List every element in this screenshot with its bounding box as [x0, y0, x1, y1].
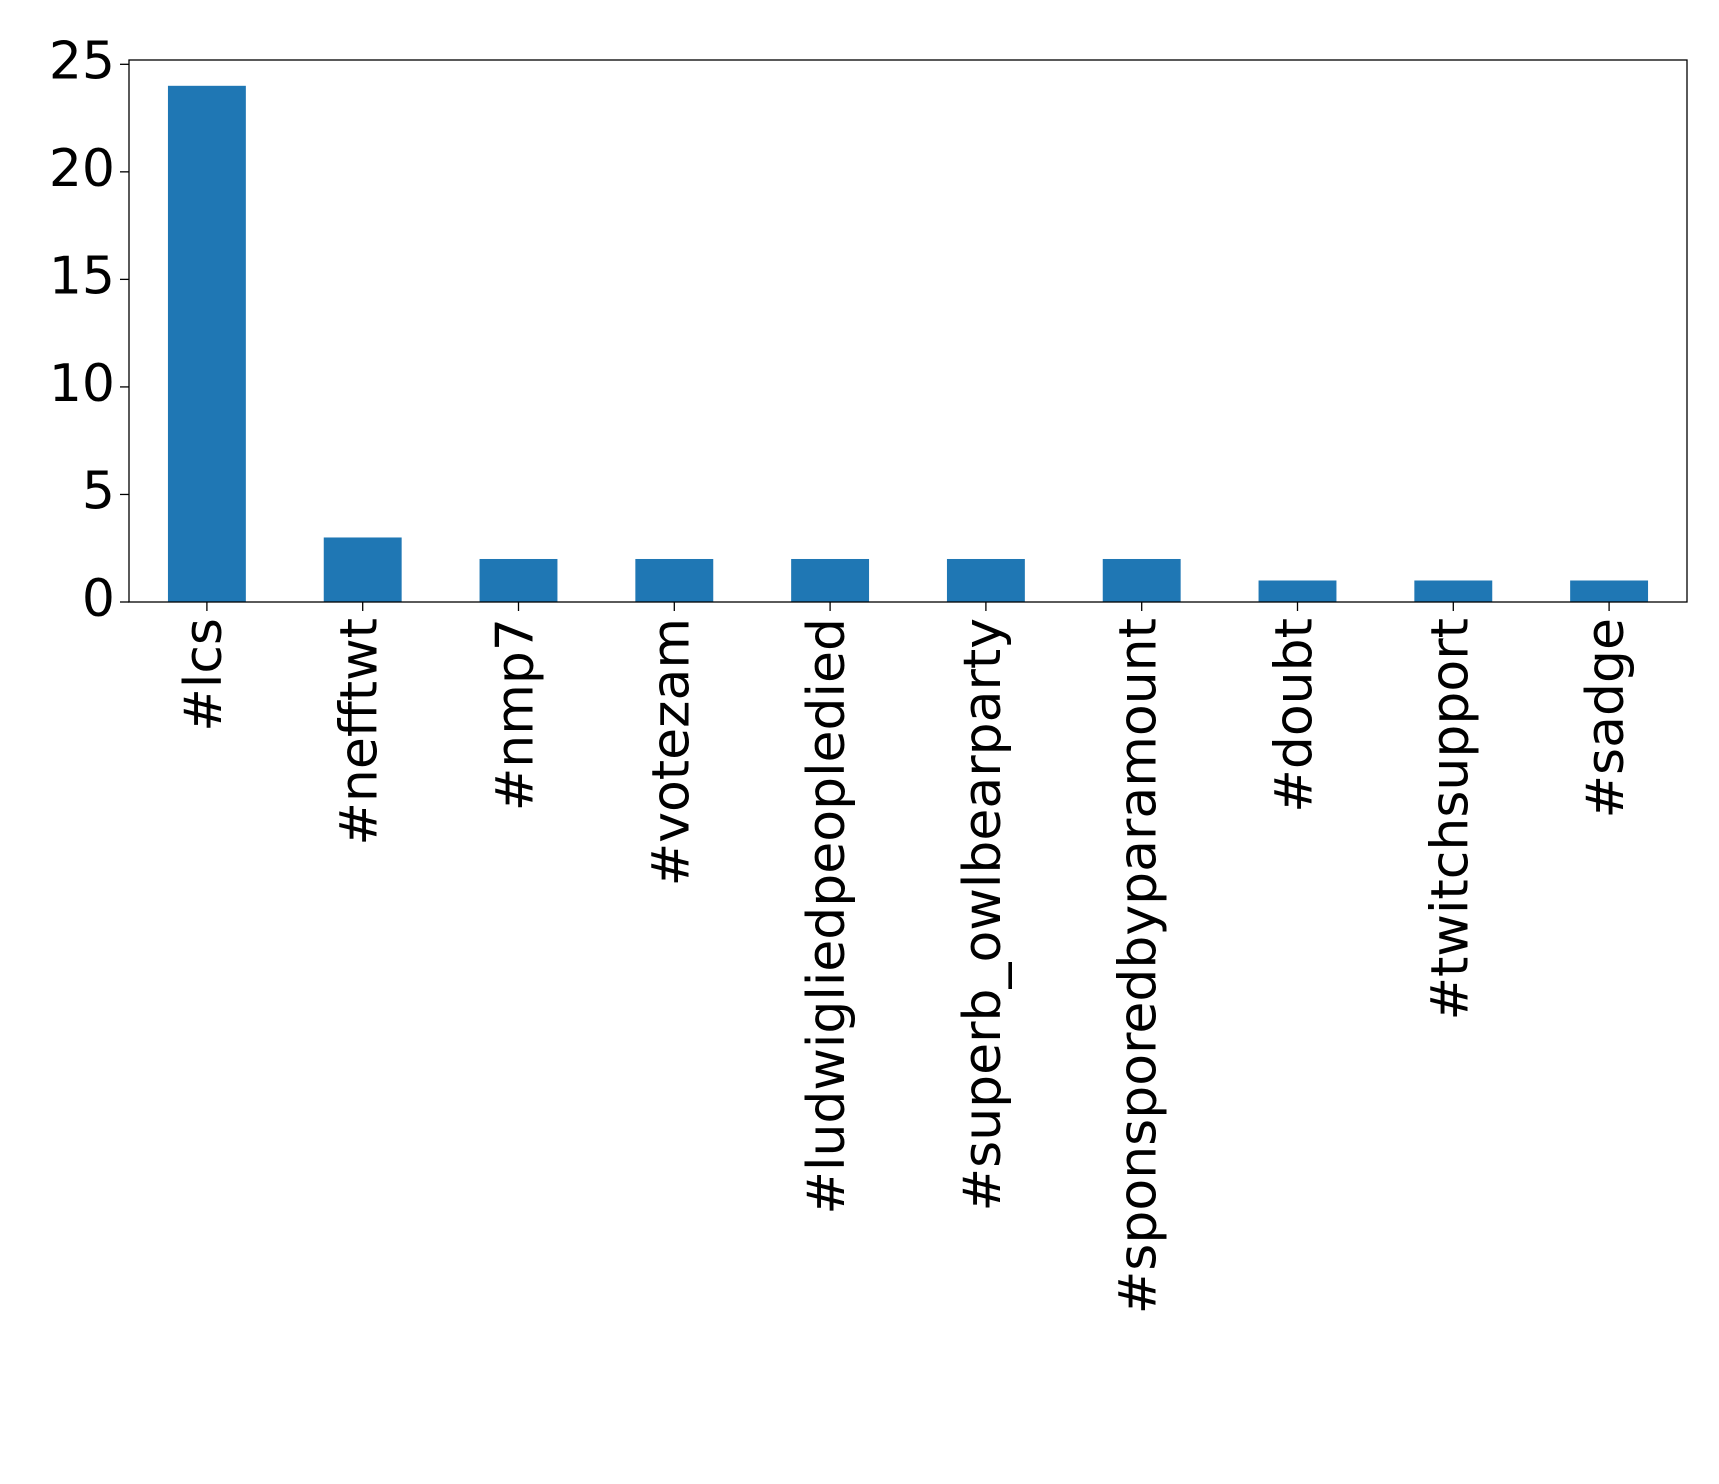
- bar: [167, 85, 246, 603]
- x-tick-label: #sadge: [1576, 618, 1636, 819]
- x-tick-label: #sponsporedbyparamount: [1109, 618, 1169, 1314]
- bar: [1102, 558, 1181, 602]
- bar: [791, 558, 870, 602]
- x-tick-label: #twitchsupport: [1420, 618, 1480, 1021]
- x-tick-label: #superb_owlbearparty: [953, 618, 1013, 1211]
- y-tick-label: 0: [82, 569, 115, 629]
- bar: [1258, 580, 1337, 602]
- y-tick-label: 5: [82, 461, 115, 521]
- x-tick-label: #votezam: [641, 618, 701, 886]
- x-tick-label: #nmp7: [486, 618, 546, 811]
- bar: [635, 558, 714, 602]
- plot-frame: [128, 59, 1688, 603]
- y-tick-label: 10: [49, 354, 115, 414]
- y-tick-label: 15: [49, 246, 115, 306]
- x-tick-label: #nefftwt: [330, 618, 390, 846]
- x-tick-label: #ludwigliedpeopledied: [797, 618, 857, 1215]
- x-tick-label: #lcs: [174, 618, 234, 732]
- bar: [946, 558, 1025, 602]
- y-tick-label: 20: [49, 139, 115, 199]
- bar: [479, 558, 558, 602]
- x-tick-label: #doubt: [1265, 618, 1325, 813]
- bar: [1414, 580, 1493, 602]
- y-tick-label: 25: [49, 31, 115, 91]
- bar: [1570, 580, 1649, 602]
- bar: [323, 537, 402, 602]
